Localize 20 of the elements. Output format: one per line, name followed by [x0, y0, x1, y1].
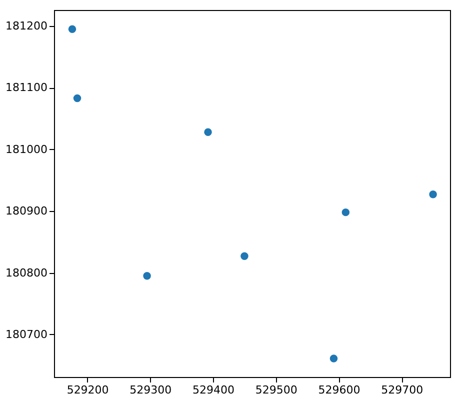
point: [204, 128, 212, 136]
y-tick-label: 180700: [6, 328, 48, 341]
y-tick-label: 181200: [6, 20, 48, 33]
point: [429, 190, 437, 198]
x-tick-label: 529300: [130, 384, 172, 396]
point: [143, 272, 151, 280]
x-tick-label: 529600: [318, 384, 360, 396]
x-tick-label: 529700: [381, 384, 424, 396]
y-tick-label: 181100: [6, 81, 48, 94]
point: [342, 208, 350, 216]
x-tick-label: 529500: [255, 384, 298, 396]
y-tick-label: 181000: [6, 142, 48, 156]
point: [240, 252, 248, 260]
point: [330, 354, 338, 362]
point: [68, 25, 76, 33]
y-tick-label: 180800: [6, 266, 48, 280]
x-tick-label: 529400: [192, 384, 235, 396]
y-tick-label: 180900: [6, 204, 48, 218]
point: [73, 94, 82, 102]
x-tick-label: 529200: [66, 384, 109, 396]
